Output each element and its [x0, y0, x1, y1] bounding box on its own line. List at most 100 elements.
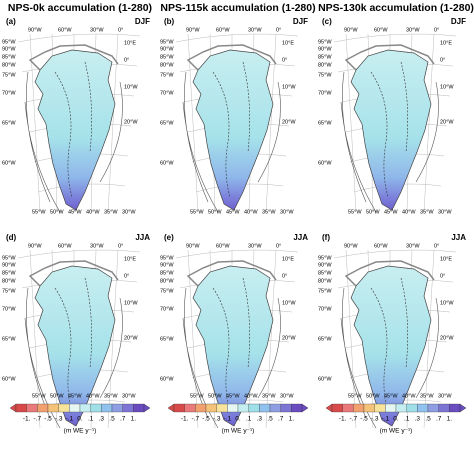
colorbar-tick: .7: [278, 416, 284, 423]
lon-label: 55°W: [190, 393, 204, 399]
lon-label: 60°W: [2, 376, 16, 382]
colorbar-swatch: [363, 403, 375, 413]
lon-label: 30°W: [406, 243, 420, 249]
lon-label: 75°W: [318, 72, 332, 78]
lon-label: 90°W: [28, 27, 42, 33]
coast-outline: [28, 44, 119, 71]
lon-label: 20°W: [124, 119, 138, 125]
lon-label: 70°W: [160, 90, 174, 96]
colorbar-swatch: [184, 403, 196, 413]
ocean-contours: [24, 287, 123, 429]
lon-label: 75°W: [318, 288, 332, 294]
graticule: [187, 33, 199, 213]
season-label: DJF: [135, 17, 150, 26]
lon-label: 20°W: [282, 119, 296, 125]
lon-label: 70°W: [318, 90, 332, 96]
lon-label: 10°W: [282, 300, 296, 306]
colorbar-swatch: [122, 403, 134, 413]
greenland: [350, 265, 432, 427]
graticule: [333, 33, 457, 43]
lon-label: 95°W: [318, 39, 332, 45]
coast-outline: [186, 44, 277, 71]
lon-label: 0°: [440, 57, 445, 63]
colorbar-swatch: [353, 403, 365, 413]
lon-label: 0°: [124, 57, 129, 63]
lon-label: 50°W: [208, 393, 222, 399]
colorbar-tick: 0.: [393, 416, 399, 423]
lon-label: 30°W: [90, 243, 104, 249]
lon-label: 40°W: [86, 209, 100, 215]
colorbar-tick: -.3: [371, 416, 379, 423]
colorbar-swatch: [417, 403, 429, 413]
accumulation-contour: [54, 61, 92, 198]
colorbar-swatch: [342, 403, 354, 413]
colorbar-tick: -.5: [44, 416, 52, 423]
lon-label: 75°W: [2, 72, 16, 78]
ocean-contours: [182, 287, 281, 429]
colorbar: -1. -.7 -.5 -.3 -.1 0. .1 .3 .5 .7 1. (m WE y⁻¹): [325, 403, 467, 435]
colorbar-units: (m WE y⁻¹): [380, 428, 413, 435]
colorbar-swatch: [449, 403, 461, 413]
colorbar-tick: -.5: [202, 416, 210, 423]
lon-label: 10°E: [282, 40, 294, 46]
lon-label: 30°W: [406, 27, 420, 33]
lon-label: 10°E: [124, 40, 136, 46]
panel-label: (d): [6, 233, 17, 242]
lon-label: 80°W: [318, 278, 332, 284]
colorbar-end: [459, 403, 467, 413]
column-title: NPS-115k accumulation (1-280): [160, 2, 315, 14]
lon-label: 40°W: [86, 393, 100, 399]
lon-label: 60°W: [160, 160, 174, 166]
lon-label: 60°W: [318, 376, 332, 382]
colorbar-swatch: [438, 403, 450, 413]
lon-label: 55°W: [348, 209, 362, 215]
lon-label: 50°W: [366, 393, 380, 399]
graticule: [187, 249, 199, 429]
colorbar: -1. -.7 -.5 -.3 -.1 0. .1 .3 .5 .7 1. (m WE y⁻¹): [167, 403, 309, 435]
colorbar-tick: -.5: [360, 416, 368, 423]
lon-label: 75°W: [160, 72, 174, 78]
lon-label: 30°W: [90, 27, 104, 33]
colorbar-swatch: [374, 403, 386, 413]
lon-label: 0°: [440, 273, 445, 279]
lon-label: 55°W: [32, 209, 46, 215]
ocean-contours: [24, 71, 123, 213]
colorbar-tick: -.3: [213, 416, 221, 423]
colorbar-tick: .5: [425, 416, 431, 423]
accumulation-contour: [370, 61, 408, 198]
lon-label: 80°W: [2, 62, 16, 68]
greenland: [34, 49, 116, 211]
lon-label: 0°: [124, 273, 129, 279]
lon-label: 45°W: [384, 393, 398, 399]
colorbar-swatch: [133, 403, 145, 413]
coast-outline: [344, 44, 435, 71]
lon-label: 20°W: [440, 335, 454, 341]
lon-label: 45°W: [226, 209, 240, 215]
graticule: [345, 33, 357, 213]
lon-label: 95°W: [2, 39, 16, 45]
lon-label: 95°W: [160, 39, 174, 45]
lon-label: 90°W: [186, 243, 200, 249]
colorbar-units: (m WE y⁻¹): [64, 428, 97, 435]
lon-label: 75°W: [2, 288, 16, 294]
lon-label: 90°W: [344, 243, 358, 249]
lon-label: 35°W: [262, 393, 276, 399]
lon-label: 0°: [434, 243, 439, 249]
column-title: NPS-0k accumulation (1-280): [8, 2, 152, 14]
column-title: NPS-130k accumulation (1-280): [318, 2, 474, 14]
colorbar-tick: .7: [436, 416, 442, 423]
lon-label: 0°: [276, 243, 281, 249]
colorbar-tick: .5: [267, 416, 273, 423]
graticule: [333, 249, 457, 259]
greenland: [192, 49, 274, 211]
lon-label: 90°W: [2, 262, 16, 268]
colorbar-tick: -.7: [34, 416, 42, 423]
colorbar-tick: 0.: [235, 416, 241, 423]
lon-label: 90°W: [318, 262, 332, 268]
lon-label: 40°W: [402, 209, 416, 215]
lon-label: 70°W: [2, 306, 16, 312]
lon-label: 95°W: [2, 255, 16, 261]
colorbar-swatch: [385, 403, 397, 413]
lon-label: 90°W: [186, 27, 200, 33]
lon-label: 0°: [282, 273, 287, 279]
